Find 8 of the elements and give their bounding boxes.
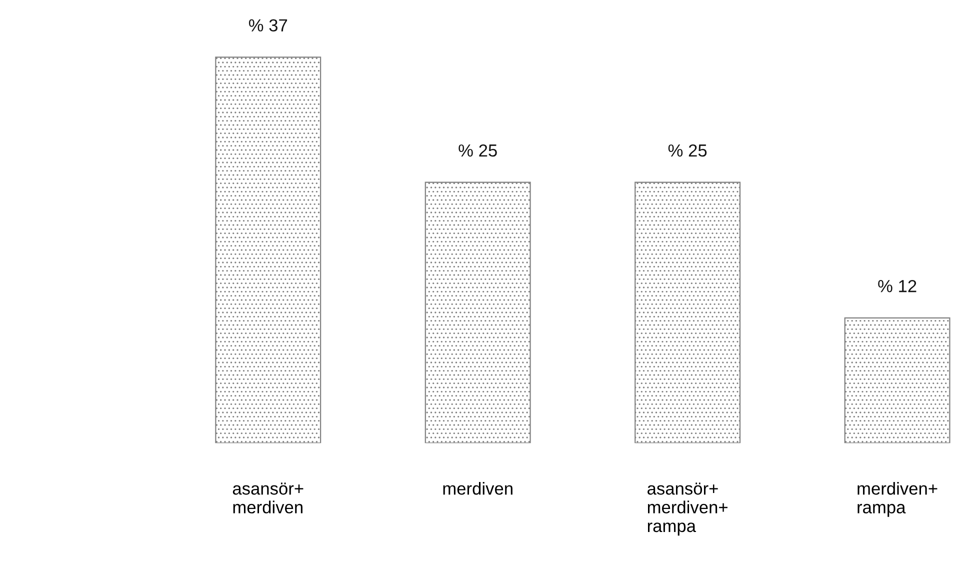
x-tick-label: asansör+ merdiven [232, 482, 304, 514]
data-label: % 12 [878, 280, 916, 292]
data-label: % 25 [668, 144, 707, 157]
data-label: % 37 [248, 19, 288, 32]
x-tick-label: merdiven+ rampa [858, 482, 938, 517]
data-label: % 25 [458, 144, 497, 157]
x-tick-label: merdiven [443, 482, 512, 495]
x-tick-label: asansör+ merdiven+ rampa [648, 482, 728, 536]
